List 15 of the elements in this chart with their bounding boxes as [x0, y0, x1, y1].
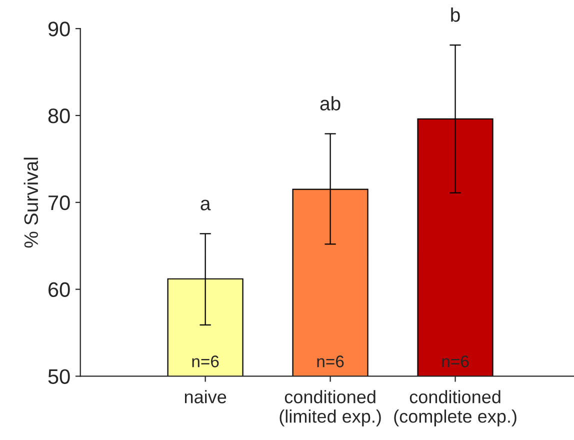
annotation: ab: [320, 96, 340, 110]
x-tick-label: conditioned (limited exp.): [280, 390, 381, 426]
annotation: n=6: [192, 356, 219, 368]
y-tick-label: 50: [48, 369, 70, 384]
y-tick-label: 80: [48, 108, 70, 124]
annotation: a: [200, 200, 211, 210]
y-tick-label: 70: [48, 195, 70, 210]
annotation: n=6: [442, 356, 469, 368]
y-axis-title: % Survival: [24, 158, 38, 248]
x-tick-label: conditioned (complete exp.): [394, 390, 516, 426]
x-tick-label: naive: [184, 390, 226, 404]
y-tick-label: 60: [48, 282, 70, 298]
y-tick-label: 90: [48, 22, 70, 36]
text: b: [451, 8, 460, 22]
annotation: n=6: [317, 356, 344, 368]
